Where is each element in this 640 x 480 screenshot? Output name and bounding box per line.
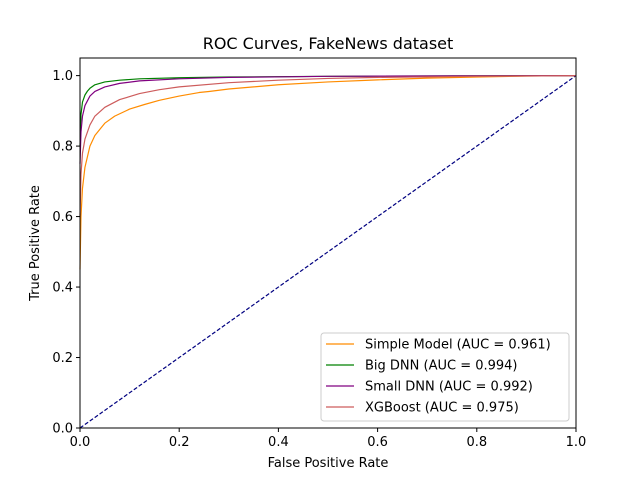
x-tick-label: 0.0: [70, 435, 91, 450]
axes-frame: [79, 57, 577, 429]
x-tick-label: 0.6: [367, 435, 388, 450]
x-axis-label: False Positive Rate: [268, 456, 389, 471]
y-axis-ticks: 0.0 0.2 0.4 0.6 0.8 1.0: [52, 69, 80, 437]
chart-title: ROC Curves, FakeNews dataset: [203, 34, 454, 53]
y-tick-label: 1.0: [52, 69, 73, 84]
y-axis-label: True Positive Rate: [28, 185, 43, 302]
series-line-0: [79, 75, 577, 270]
y-tick-label: 0.6: [52, 210, 73, 225]
series-line-1: [79, 75, 577, 147]
y-tick-label: 0.2: [52, 351, 73, 366]
legend-label-0: Simple Model (AUC = 0.961): [365, 338, 551, 353]
x-tick-label: 0.2: [169, 435, 190, 450]
y-tick-label: 0.4: [52, 281, 73, 296]
legend-label-1: Big DNN (AUC = 0.994): [365, 359, 518, 374]
x-tick-label: 1.0: [566, 435, 587, 450]
x-axis-ticks: 0.0 0.2 0.4 0.6 0.8 1.0: [70, 428, 587, 450]
legend-box: [320, 332, 570, 422]
legend-label-3: XGBoost (AUC = 0.975): [365, 401, 519, 416]
diagonal-reference-line: [79, 75, 577, 429]
plot-area: [79, 75, 577, 429]
series-line-3: [79, 75, 577, 217]
legend: Simple Model (AUC = 0.961) Big DNN (AUC =…: [320, 332, 570, 422]
legend-label-2: Small DNN (AUC = 0.992): [365, 380, 533, 395]
y-tick-label: 0.8: [52, 140, 73, 155]
x-tick-label: 0.8: [466, 435, 487, 450]
y-tick-label: 0.0: [52, 422, 73, 437]
x-tick-label: 0.4: [268, 435, 289, 450]
series-line-2: [79, 75, 577, 164]
